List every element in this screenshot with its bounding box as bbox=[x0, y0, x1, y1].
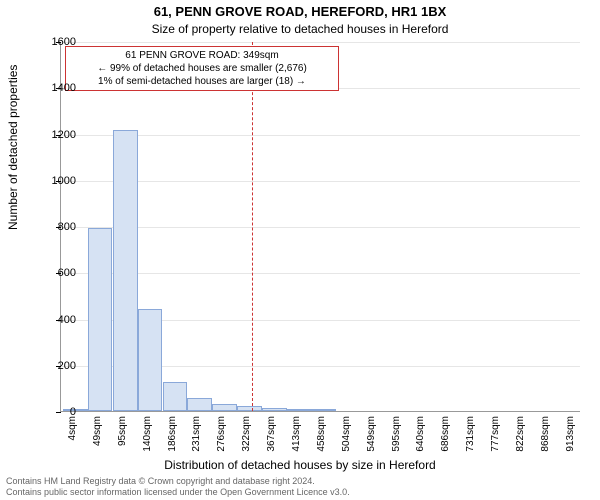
ytick-label: 1600 bbox=[36, 36, 76, 48]
histogram-bar bbox=[312, 409, 337, 411]
callout-line-2: ← 99% of detached houses are smaller (2,… bbox=[72, 62, 332, 75]
chart-container: 61, PENN GROVE ROAD, HEREFORD, HR1 1BX S… bbox=[0, 0, 600, 500]
plot-area: 4sqm49sqm95sqm140sqm186sqm231sqm276sqm32… bbox=[60, 42, 580, 412]
y-axis-label: Number of detached properties bbox=[6, 65, 20, 230]
footer-line-1: Contains HM Land Registry data © Crown c… bbox=[6, 476, 594, 487]
marker-line bbox=[252, 42, 253, 411]
histogram-bar bbox=[163, 382, 188, 411]
x-axis-label: Distribution of detached houses by size … bbox=[0, 458, 600, 472]
histogram-bar bbox=[212, 404, 237, 411]
gridline bbox=[61, 42, 580, 43]
ytick-label: 1400 bbox=[36, 82, 76, 94]
callout-line-1: 61 PENN GROVE ROAD: 349sqm bbox=[72, 49, 332, 62]
gridline bbox=[61, 135, 580, 136]
gridline bbox=[61, 273, 580, 274]
callout-line-3: 1% of semi-detached houses are larger (1… bbox=[72, 75, 332, 88]
ytick-label: 800 bbox=[36, 221, 76, 233]
ytick-label: 0 bbox=[36, 406, 76, 418]
histogram-bar bbox=[262, 408, 287, 411]
histogram-bar bbox=[138, 309, 163, 411]
ytick-label: 400 bbox=[36, 314, 76, 326]
histogram-bar bbox=[187, 398, 212, 411]
footer-line-2: Contains public sector information licen… bbox=[6, 487, 594, 498]
ytick-label: 1000 bbox=[36, 175, 76, 187]
ytick-label: 1200 bbox=[36, 129, 76, 141]
histogram-bar bbox=[237, 406, 262, 411]
chart-subtitle: Size of property relative to detached ho… bbox=[0, 22, 600, 36]
marker-callout: 61 PENN GROVE ROAD: 349sqm ← 99% of deta… bbox=[65, 46, 339, 91]
histogram-bar bbox=[113, 130, 138, 411]
footer-text: Contains HM Land Registry data © Crown c… bbox=[6, 476, 594, 498]
histogram-bar bbox=[287, 409, 312, 411]
histogram-bar bbox=[88, 228, 113, 411]
ytick-label: 200 bbox=[36, 360, 76, 372]
gridline bbox=[61, 181, 580, 182]
chart-title: 61, PENN GROVE ROAD, HEREFORD, HR1 1BX bbox=[0, 4, 600, 19]
ytick-label: 600 bbox=[36, 267, 76, 279]
gridline bbox=[61, 227, 580, 228]
